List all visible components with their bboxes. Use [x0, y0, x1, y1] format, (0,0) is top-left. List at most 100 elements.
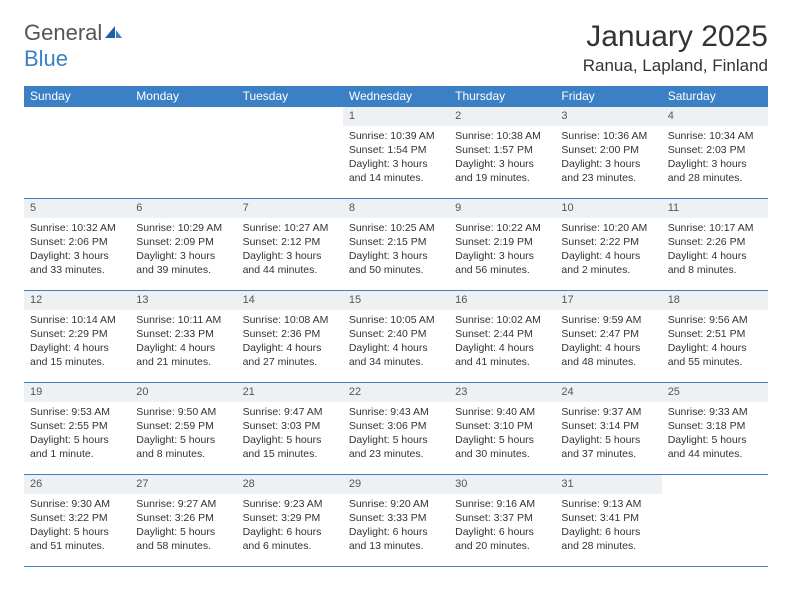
- day-content: Sunrise: 10:36 AMSunset: 2:00 PMDaylight…: [555, 126, 661, 190]
- daylight-line2: and 15 minutes.: [30, 355, 124, 369]
- day-number: 11: [662, 199, 768, 218]
- calendar-day-cell: 9Sunrise: 10:22 AMSunset: 2:19 PMDayligh…: [449, 199, 555, 291]
- sunset-line: Sunset: 1:54 PM: [349, 143, 443, 157]
- daylight-line2: and 56 minutes.: [455, 263, 549, 277]
- daylight-line2: and 20 minutes.: [455, 539, 549, 553]
- daylight-line2: and 58 minutes.: [136, 539, 230, 553]
- day-content: Sunrise: 10:05 AMSunset: 2:40 PMDaylight…: [343, 310, 449, 374]
- daylight-line2: and 19 minutes.: [455, 171, 549, 185]
- sunrise-line: Sunrise: 9:43 AM: [349, 405, 443, 419]
- daylight-line1: Daylight: 6 hours: [561, 525, 655, 539]
- logo-sail-icon: [103, 20, 123, 46]
- day-number: 2: [449, 107, 555, 126]
- sunrise-line: Sunrise: 10:36 AM: [561, 129, 655, 143]
- sunrise-line: Sunrise: 10:25 AM: [349, 221, 443, 235]
- calendar-day-cell: [24, 107, 130, 199]
- daylight-line2: and 41 minutes.: [455, 355, 549, 369]
- day-number: 30: [449, 475, 555, 494]
- day-content: Sunrise: 10:11 AMSunset: 2:33 PMDaylight…: [130, 310, 236, 374]
- day-content: Sunrise: 10:08 AMSunset: 2:36 PMDaylight…: [237, 310, 343, 374]
- calendar-day-cell: 15Sunrise: 10:05 AMSunset: 2:40 PMDaylig…: [343, 291, 449, 383]
- daylight-line1: Daylight: 6 hours: [455, 525, 549, 539]
- day-content: Sunrise: 9:40 AMSunset: 3:10 PMDaylight:…: [449, 402, 555, 466]
- daylight-line1: Daylight: 3 hours: [668, 157, 762, 171]
- sunset-line: Sunset: 2:51 PM: [668, 327, 762, 341]
- calendar-day-cell: 21Sunrise: 9:47 AMSunset: 3:03 PMDayligh…: [237, 383, 343, 475]
- day-content: Sunrise: 9:23 AMSunset: 3:29 PMDaylight:…: [237, 494, 343, 558]
- sunset-line: Sunset: 2:12 PM: [243, 235, 337, 249]
- sunset-line: Sunset: 3:22 PM: [30, 511, 124, 525]
- calendar-day-cell: 3Sunrise: 10:36 AMSunset: 2:00 PMDayligh…: [555, 107, 661, 199]
- calendar-day-cell: 29Sunrise: 9:20 AMSunset: 3:33 PMDayligh…: [343, 475, 449, 567]
- sunset-line: Sunset: 2:09 PM: [136, 235, 230, 249]
- calendar-day-cell: 27Sunrise: 9:27 AMSunset: 3:26 PMDayligh…: [130, 475, 236, 567]
- day-content: Sunrise: 10:34 AMSunset: 2:03 PMDaylight…: [662, 126, 768, 190]
- calendar-day-cell: 22Sunrise: 9:43 AMSunset: 3:06 PMDayligh…: [343, 383, 449, 475]
- daylight-line2: and 30 minutes.: [455, 447, 549, 461]
- daylight-line1: Daylight: 4 hours: [668, 341, 762, 355]
- calendar-day-cell: 26Sunrise: 9:30 AMSunset: 3:22 PMDayligh…: [24, 475, 130, 567]
- day-number: 8: [343, 199, 449, 218]
- sunset-line: Sunset: 3:33 PM: [349, 511, 443, 525]
- day-number: 18: [662, 291, 768, 310]
- daylight-line2: and 34 minutes.: [349, 355, 443, 369]
- calendar-table: SundayMondayTuesdayWednesdayThursdayFrid…: [24, 86, 768, 567]
- calendar-day-cell: 14Sunrise: 10:08 AMSunset: 2:36 PMDaylig…: [237, 291, 343, 383]
- daylight-line2: and 33 minutes.: [30, 263, 124, 277]
- day-content: Sunrise: 10:39 AMSunset: 1:54 PMDaylight…: [343, 126, 449, 190]
- daylight-line2: and 2 minutes.: [561, 263, 655, 277]
- sunrise-line: Sunrise: 10:02 AM: [455, 313, 549, 327]
- sunrise-line: Sunrise: 10:27 AM: [243, 221, 337, 235]
- daylight-line1: Daylight: 5 hours: [136, 525, 230, 539]
- daylight-line1: Daylight: 3 hours: [455, 157, 549, 171]
- daylight-line2: and 50 minutes.: [349, 263, 443, 277]
- day-content: Sunrise: 9:56 AMSunset: 2:51 PMDaylight:…: [662, 310, 768, 374]
- day-content: Sunrise: 9:16 AMSunset: 3:37 PMDaylight:…: [449, 494, 555, 558]
- title-block: January 2025 Ranua, Lapland, Finland: [583, 20, 768, 76]
- sunset-line: Sunset: 3:03 PM: [243, 419, 337, 433]
- calendar-week-row: 26Sunrise: 9:30 AMSunset: 3:22 PMDayligh…: [24, 475, 768, 567]
- sunrise-line: Sunrise: 10:08 AM: [243, 313, 337, 327]
- sunset-line: Sunset: 2:06 PM: [30, 235, 124, 249]
- sunset-line: Sunset: 3:26 PM: [136, 511, 230, 525]
- calendar-day-cell: 16Sunrise: 10:02 AMSunset: 2:44 PMDaylig…: [449, 291, 555, 383]
- sunset-line: Sunset: 3:18 PM: [668, 419, 762, 433]
- sunset-line: Sunset: 2:22 PM: [561, 235, 655, 249]
- calendar-day-cell: [130, 107, 236, 199]
- day-number: 28: [237, 475, 343, 494]
- daylight-line2: and 55 minutes.: [668, 355, 762, 369]
- calendar-day-cell: 7Sunrise: 10:27 AMSunset: 2:12 PMDayligh…: [237, 199, 343, 291]
- day-number: 1: [343, 107, 449, 126]
- day-content: Sunrise: 10:27 AMSunset: 2:12 PMDaylight…: [237, 218, 343, 282]
- logo-text: GeneralBlue: [24, 20, 123, 72]
- sunrise-line: Sunrise: 10:22 AM: [455, 221, 549, 235]
- sunrise-line: Sunrise: 9:59 AM: [561, 313, 655, 327]
- day-content: Sunrise: 10:20 AMSunset: 2:22 PMDaylight…: [555, 218, 661, 282]
- calendar-day-cell: 8Sunrise: 10:25 AMSunset: 2:15 PMDayligh…: [343, 199, 449, 291]
- day-number: 3: [555, 107, 661, 126]
- calendar-week-row: 19Sunrise: 9:53 AMSunset: 2:55 PMDayligh…: [24, 383, 768, 475]
- weekday-header: Sunday: [24, 86, 130, 107]
- sunrise-line: Sunrise: 9:30 AM: [30, 497, 124, 511]
- sunset-line: Sunset: 2:33 PM: [136, 327, 230, 341]
- daylight-line2: and 44 minutes.: [243, 263, 337, 277]
- sunrise-line: Sunrise: 9:16 AM: [455, 497, 549, 511]
- calendar-day-cell: 20Sunrise: 9:50 AMSunset: 2:59 PMDayligh…: [130, 383, 236, 475]
- day-content: Sunrise: 10:14 AMSunset: 2:29 PMDaylight…: [24, 310, 130, 374]
- daylight-line1: Daylight: 4 hours: [30, 341, 124, 355]
- day-number: 17: [555, 291, 661, 310]
- logo-part1: General: [24, 20, 102, 45]
- daylight-line1: Daylight: 4 hours: [243, 341, 337, 355]
- daylight-line1: Daylight: 5 hours: [243, 433, 337, 447]
- daylight-line1: Daylight: 4 hours: [668, 249, 762, 263]
- day-content: Sunrise: 10:17 AMSunset: 2:26 PMDaylight…: [662, 218, 768, 282]
- day-content: Sunrise: 9:43 AMSunset: 3:06 PMDaylight:…: [343, 402, 449, 466]
- day-content: Sunrise: 10:32 AMSunset: 2:06 PMDaylight…: [24, 218, 130, 282]
- sunrise-line: Sunrise: 10:34 AM: [668, 129, 762, 143]
- daylight-line2: and 48 minutes.: [561, 355, 655, 369]
- sunrise-line: Sunrise: 9:23 AM: [243, 497, 337, 511]
- daylight-line1: Daylight: 4 hours: [349, 341, 443, 355]
- weekday-header: Thursday: [449, 86, 555, 107]
- sunset-line: Sunset: 3:10 PM: [455, 419, 549, 433]
- day-content: Sunrise: 9:27 AMSunset: 3:26 PMDaylight:…: [130, 494, 236, 558]
